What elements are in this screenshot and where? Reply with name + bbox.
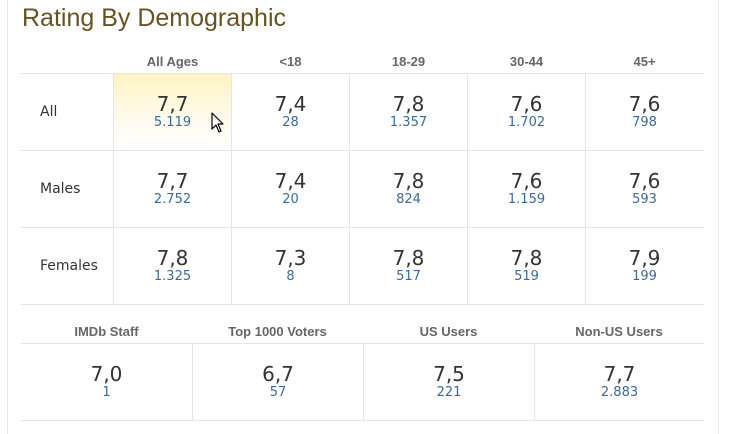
vote-count-link[interactable]: 5.119 xyxy=(153,115,192,130)
divider xyxy=(21,420,704,421)
rating-cell[interactable]: 7,8 517 xyxy=(350,247,467,285)
header-18-29: 18-29 xyxy=(391,54,426,69)
group-rating-cell[interactable]: 7,0 1 xyxy=(21,363,192,401)
vote-count-link[interactable]: 517 xyxy=(396,269,421,284)
header-top-1000-voters: Top 1000 Voters xyxy=(228,324,327,339)
header-imdb-staff: IMDb Staff xyxy=(74,324,139,339)
cell-hover-highlight xyxy=(114,74,231,150)
divider xyxy=(21,304,704,305)
rating-cell[interactable]: 7,7 5.119 xyxy=(114,93,231,131)
divider xyxy=(21,73,704,74)
group-rating-cell[interactable]: 7,5 221 xyxy=(364,363,534,401)
vote-count-link[interactable]: 20 xyxy=(282,192,299,207)
rating-cell[interactable]: 7,4 28 xyxy=(232,93,349,131)
row-label-females: Females xyxy=(40,258,98,274)
rating-value: 7,8 xyxy=(156,246,189,270)
rating-value: 7,7 xyxy=(603,362,636,386)
vote-count-link[interactable]: 199 xyxy=(632,269,657,284)
divider xyxy=(585,73,586,304)
mouse-cursor-icon xyxy=(211,112,224,133)
rating-cell[interactable]: 7,8 519 xyxy=(468,247,585,285)
group-rating-cell[interactable]: 7,7 2.883 xyxy=(535,363,704,401)
rating-value: 7,8 xyxy=(392,92,425,116)
vote-count-link[interactable]: 798 xyxy=(632,115,657,130)
rating-value: 7,8 xyxy=(510,246,543,270)
vote-count-link[interactable]: 8 xyxy=(286,269,295,284)
vote-count-link[interactable]: 824 xyxy=(396,192,421,207)
vote-count-link[interactable]: 28 xyxy=(282,115,299,130)
vote-count-link[interactable]: 519 xyxy=(514,269,539,284)
divider xyxy=(113,73,114,304)
vote-count-link[interactable]: 1 xyxy=(102,385,111,400)
vote-count-link[interactable]: 2.752 xyxy=(153,192,192,207)
rating-value: 7,6 xyxy=(628,92,661,116)
rating-value: 7,7 xyxy=(156,169,189,193)
rating-cell[interactable]: 7,4 20 xyxy=(232,170,349,208)
header-45-plus: 45+ xyxy=(633,54,656,69)
rating-value: 7,4 xyxy=(274,169,307,193)
divider xyxy=(21,150,704,151)
rating-value: 7,6 xyxy=(510,169,543,193)
vote-count-link[interactable]: 1.325 xyxy=(153,269,192,284)
divider xyxy=(231,73,232,304)
header-all-ages: All Ages xyxy=(146,54,199,69)
rating-value: 7,3 xyxy=(274,246,307,270)
rating-cell[interactable]: 7,3 8 xyxy=(232,247,349,285)
rating-value: 7,6 xyxy=(510,92,543,116)
divider xyxy=(21,343,704,344)
divider xyxy=(467,73,468,304)
row-label-males: Males xyxy=(40,181,81,197)
section-title: Rating By Demographic xyxy=(22,4,287,32)
rating-cell[interactable]: 7,8 1.325 xyxy=(114,247,231,285)
vote-count-link[interactable]: 221 xyxy=(436,385,462,400)
divider xyxy=(349,73,350,304)
header-under-18: <18 xyxy=(279,54,302,69)
header-30-44: 30-44 xyxy=(509,54,544,69)
rating-cell[interactable]: 7,7 2.752 xyxy=(114,170,231,208)
rating-cell[interactable]: 7,6 1.159 xyxy=(468,170,585,208)
vote-count-link[interactable]: 593 xyxy=(632,192,657,207)
rating-value: 7,8 xyxy=(392,169,425,193)
rating-value: 7,0 xyxy=(90,362,123,386)
header-non-us-users: Non-US Users xyxy=(575,324,663,339)
rating-value: 7,5 xyxy=(433,362,465,386)
demographic-panel xyxy=(7,0,719,434)
rating-value: 6,7 xyxy=(262,362,294,386)
rating-value: 7,4 xyxy=(274,92,307,116)
rating-value: 7,8 xyxy=(392,246,425,270)
vote-count-link[interactable]: 1.159 xyxy=(507,192,546,207)
vote-count-link[interactable]: 2.883 xyxy=(600,385,639,400)
rating-cell[interactable]: 7,6 1.702 xyxy=(468,93,585,131)
rating-value: 7,9 xyxy=(628,246,661,270)
divider xyxy=(21,227,704,228)
vote-count-link[interactable]: 1.357 xyxy=(389,115,428,130)
rating-cell[interactable]: 7,6 593 xyxy=(586,170,703,208)
divider xyxy=(363,343,364,420)
vote-count-link[interactable]: 1.702 xyxy=(507,115,546,130)
rating-cell[interactable]: 7,9 199 xyxy=(586,247,703,285)
vote-count-link[interactable]: 57 xyxy=(269,385,287,400)
rating-cell[interactable]: 7,8 824 xyxy=(350,170,467,208)
rating-value: 7,6 xyxy=(628,169,661,193)
divider xyxy=(192,343,193,420)
rating-cell[interactable]: 7,6 798 xyxy=(586,93,703,131)
group-rating-cell[interactable]: 6,7 57 xyxy=(193,363,363,401)
rating-value: 7,7 xyxy=(156,92,189,116)
divider xyxy=(534,343,535,420)
header-us-users: US Users xyxy=(419,324,478,339)
row-label-all: All xyxy=(40,104,58,120)
rating-cell[interactable]: 7,8 1.357 xyxy=(350,93,467,131)
